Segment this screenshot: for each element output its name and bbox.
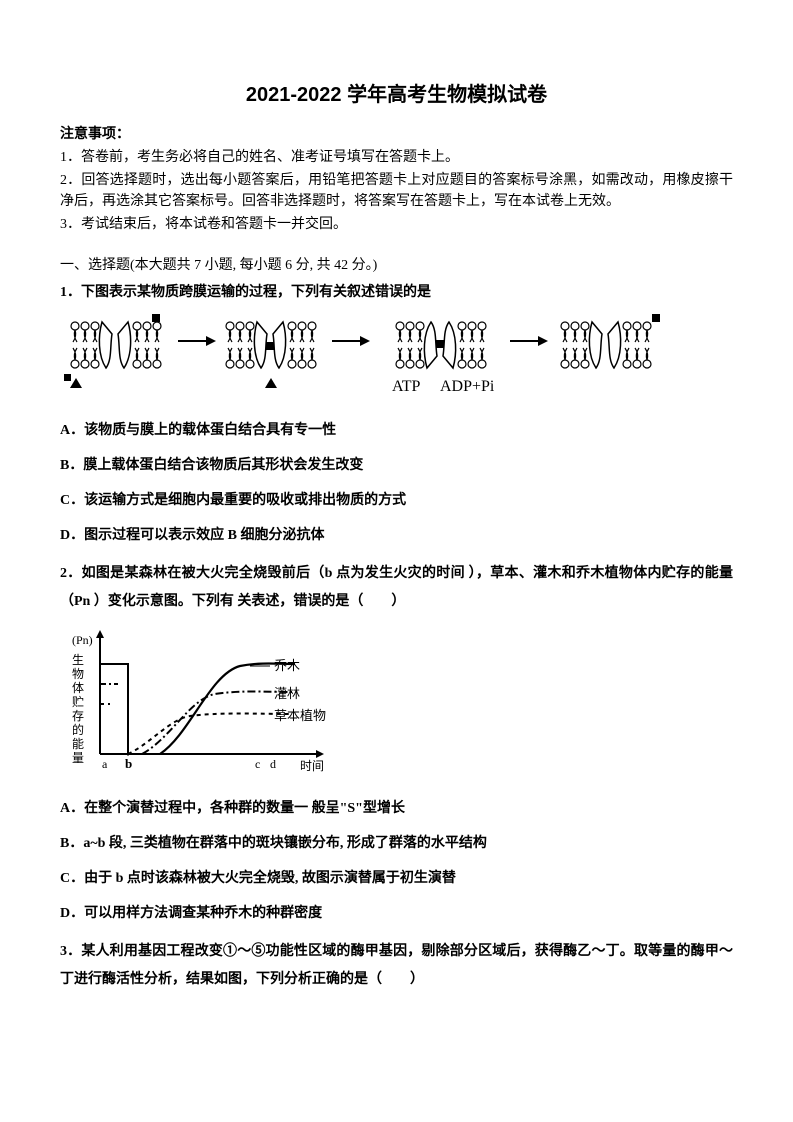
svg-text:生: 生 — [72, 653, 84, 667]
svg-text:a: a — [102, 757, 108, 771]
svg-text:贮: 贮 — [72, 694, 84, 709]
instruction-3: 3．考试结束后，将本试卷和答题卡一并交回。 — [60, 214, 733, 235]
svg-text:量: 量 — [72, 751, 84, 765]
adp-label: ADP+Pi — [440, 378, 495, 395]
instructions-heading: 注意事项： — [60, 124, 733, 145]
q2-y-unit: (Pn) — [72, 633, 93, 647]
q3-stem: 3．某人利用基因工程改变①～⑤功能性区域的酶甲基因，剔除部分区域后，获得酶乙～丁… — [60, 938, 733, 994]
instruction-1: 1．答卷前，考生务必将自己的姓名、准考证号填写在答题卡上。 — [60, 147, 733, 168]
atp-label: ATP — [392, 378, 421, 395]
section-1-heading: 一、选择题(本大题共 7 小题, 每小题 6 分, 共 42 分。) — [60, 255, 733, 276]
q2-series-tree: 乔木 — [274, 658, 300, 673]
q2-option-a: A．在整个演替过程中，各种群的数量一 般呈"S"型增长 — [60, 798, 733, 819]
svg-text:体: 体 — [72, 681, 84, 695]
svg-text:b: b — [125, 756, 132, 771]
q2-option-b: B．a~b 段, 三类植物在群落中的斑块镶嵌分布, 形成了群落的水平结构 — [60, 833, 733, 854]
svg-text:c: c — [255, 757, 260, 771]
q1-option-a: A．该物质与膜上的载体蛋白结合具有专一性 — [60, 420, 733, 441]
q2-x-label: 时间 — [300, 759, 324, 773]
q2-option-c: C．由于 b 点时该森林被大火完全烧毁, 故图示演替属于初生演替 — [60, 868, 733, 889]
q2-stem: 2．如图是某森林在被大火完全烧毁前后（b 点为发生火灾的时间 ），草本、灌木和乔… — [60, 560, 733, 616]
q2-series-herb: 草本植物 — [274, 708, 326, 723]
svg-text:存: 存 — [72, 709, 84, 723]
q2-chart: (Pn) 生物体 贮存的 能量 时间 a b c d 乔木 灌林 草本植物 — [60, 624, 733, 784]
q1-option-d: D．图示过程可以表示效应 B 细胞分泌抗体 — [60, 525, 733, 546]
page-title: 2021-2022 学年高考生物模拟试卷 — [60, 80, 733, 110]
q1-option-c: C．该运输方式是细胞内最重要的吸收或排出物质的方式 — [60, 490, 733, 511]
q2-series-shrub: 灌林 — [274, 686, 300, 701]
q2-option-d: D．可以用样方法调查某种乔木的种群密度 — [60, 903, 733, 924]
q1-option-b: B．膜上载体蛋白结合该物质后其形状会发生改变 — [60, 455, 733, 476]
svg-text:能: 能 — [72, 737, 84, 751]
instruction-2: 2．回答选择题时，选出每小题答案后，用铅笔把答题卡上对应题目的答案标号涂黑，如需… — [60, 170, 733, 212]
svg-text:d: d — [270, 757, 276, 771]
svg-text:物: 物 — [72, 667, 84, 681]
q1-diagram: ATP ADP+Pi — [60, 311, 733, 406]
q1-stem: 1．下图表示某物质跨膜运输的过程，下列有关叙述错误的是 — [60, 282, 733, 303]
svg-text:的: 的 — [72, 722, 84, 737]
